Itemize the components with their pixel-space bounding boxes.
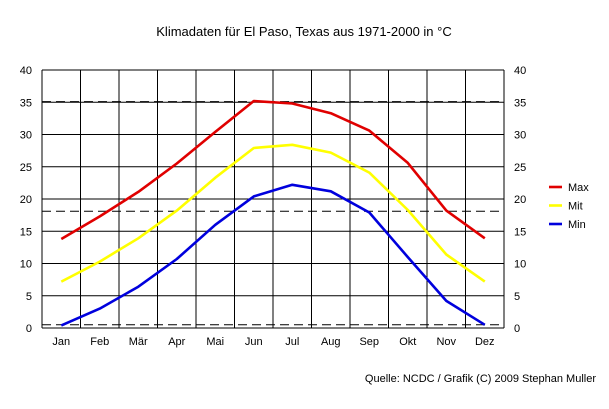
- y-tick-label-left: 40: [20, 65, 32, 77]
- x-tick-label: Nov: [436, 336, 456, 348]
- legend-label: Max: [568, 182, 589, 194]
- y-tick-label-left: 10: [20, 259, 32, 271]
- legend-label: Mit: [568, 201, 583, 213]
- legend: Max Mit Min: [549, 182, 589, 231]
- y-tick-label-left: 35: [20, 97, 32, 109]
- x-tick-label: Sep: [359, 336, 379, 348]
- x-tick-label: Jun: [245, 336, 263, 348]
- y-tick-label-left: 20: [20, 194, 32, 206]
- y-tick-label-right: 15: [514, 226, 526, 238]
- x-tick-label: Mai: [206, 336, 224, 348]
- series-line-max: [60, 99, 486, 241]
- y-tick-label-left: 25: [20, 162, 32, 174]
- axes: 0 0 5 5 10 10 15 15 20 20 25 25 30 30 35 35 40 40 Jan Feb Mä…: [20, 65, 527, 348]
- x-tick-label: Dez: [475, 336, 495, 348]
- x-tick-label: Jan: [52, 336, 70, 348]
- series-lines: [60, 99, 486, 327]
- y-tick-label-right: 5: [514, 291, 520, 303]
- x-tick-label: Apr: [168, 336, 185, 348]
- y-tick-label-right: 10: [514, 259, 526, 271]
- y-tick-label-right: 30: [514, 130, 526, 142]
- grid: [41, 69, 505, 329]
- x-tick-label: Feb: [90, 336, 109, 348]
- x-tick-label: Aug: [321, 336, 341, 348]
- y-tick-label-right: 25: [514, 162, 526, 174]
- x-tick-label: Okt: [399, 336, 416, 348]
- y-tick-label-left: 15: [20, 226, 32, 238]
- series-line-mit: [60, 143, 486, 283]
- x-tick-label: Mär: [129, 336, 148, 348]
- legend-label: Min: [568, 219, 586, 231]
- y-tick-label-left: 0: [26, 323, 32, 335]
- y-tick-label-left: 5: [26, 291, 32, 303]
- series-line-min: [60, 183, 486, 327]
- y-tick-label-right: 40: [514, 65, 526, 77]
- chart-title: Klimadaten für El Paso, Texas aus 1971-2…: [156, 24, 451, 39]
- source-note: Quelle: NCDC / Grafik (C) 2009 Stephan M…: [365, 373, 596, 385]
- y-tick-label-left: 30: [20, 130, 32, 142]
- y-tick-label-right: 35: [514, 97, 526, 109]
- x-tick-label: Jul: [285, 336, 299, 348]
- y-tick-label-right: 20: [514, 194, 526, 206]
- y-tick-label-right: 0: [514, 323, 520, 335]
